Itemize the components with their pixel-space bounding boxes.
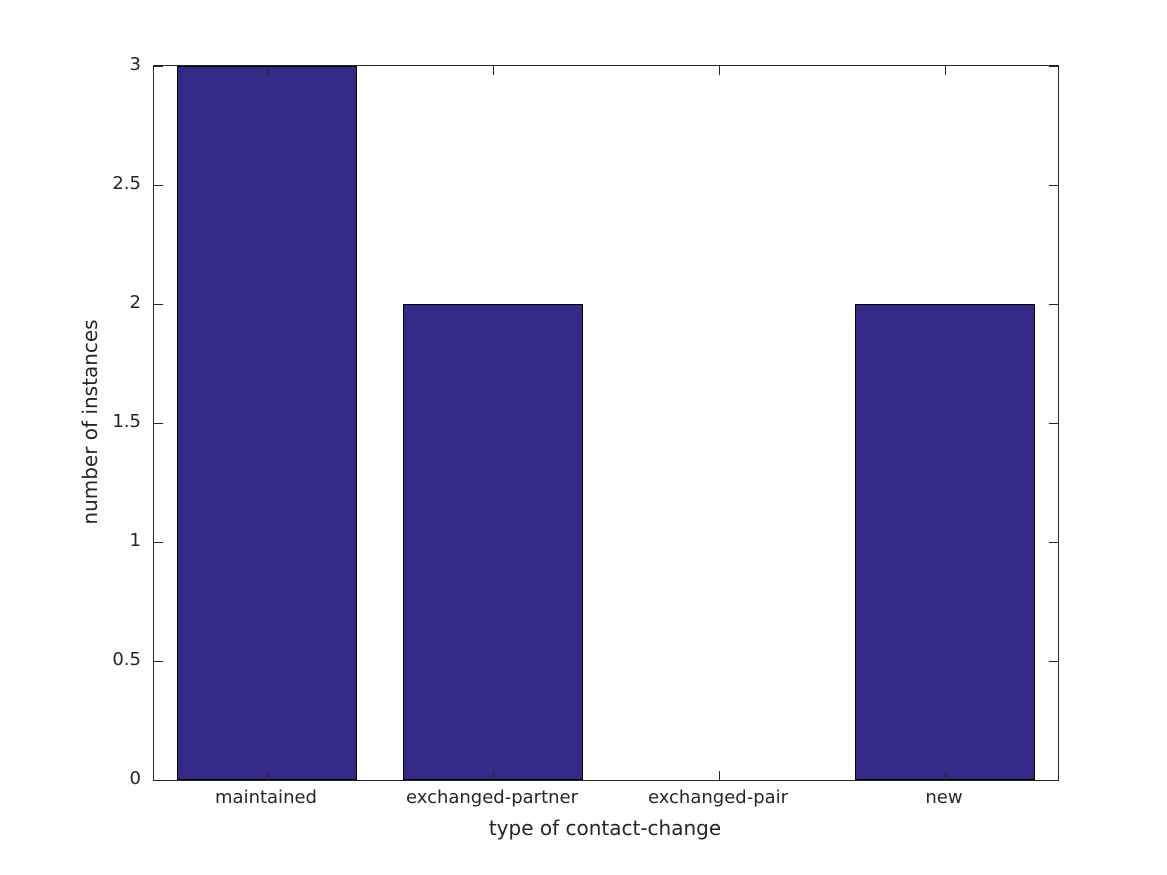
y-tick-mark — [1049, 65, 1058, 67]
y-tick-mark — [154, 422, 163, 424]
y-tick-label: 2.5 — [112, 173, 141, 194]
y-tick-mark — [1049, 422, 1058, 424]
x-tick-mark — [266, 66, 268, 75]
y-tick-mark — [154, 184, 163, 186]
y-tick-mark — [1049, 541, 1058, 543]
y-tick-mark — [154, 779, 163, 781]
x-tick-mark — [944, 66, 946, 75]
y-tick-label: 1.5 — [112, 411, 141, 432]
y-tick-label: 2 — [129, 292, 141, 313]
plot-area — [153, 65, 1059, 781]
x-tick-label: new — [925, 787, 963, 808]
y-tick-mark — [1049, 303, 1058, 305]
y-tick-mark — [154, 65, 163, 67]
y-tick-label: 0.5 — [112, 649, 141, 670]
y-tick-label: 1 — [129, 530, 141, 551]
bar-exchanged-partner — [402, 304, 584, 780]
x-tick-mark — [944, 771, 946, 780]
y-tick-mark — [154, 303, 163, 305]
y-tick-label: 3 — [129, 54, 141, 75]
x-axis-label: type of contact-change — [488, 816, 722, 840]
bar-new — [854, 304, 1036, 780]
y-tick-mark — [1049, 184, 1058, 186]
bar-maintained — [176, 66, 358, 780]
x-tick-label: exchanged-pair — [647, 787, 789, 808]
x-tick-mark — [266, 771, 268, 780]
x-tick-mark — [492, 66, 494, 75]
x-tick-mark — [492, 771, 494, 780]
x-tick-label: exchanged-partner — [405, 787, 579, 808]
x-tick-mark — [718, 771, 720, 780]
x-tick-mark — [718, 66, 720, 75]
y-tick-mark — [154, 660, 163, 662]
y-tick-mark — [1049, 660, 1058, 662]
y-tick-label: 0 — [129, 768, 141, 789]
y-tick-mark — [1049, 779, 1058, 781]
y-tick-mark — [154, 541, 163, 543]
x-tick-label: maintained — [215, 787, 317, 808]
